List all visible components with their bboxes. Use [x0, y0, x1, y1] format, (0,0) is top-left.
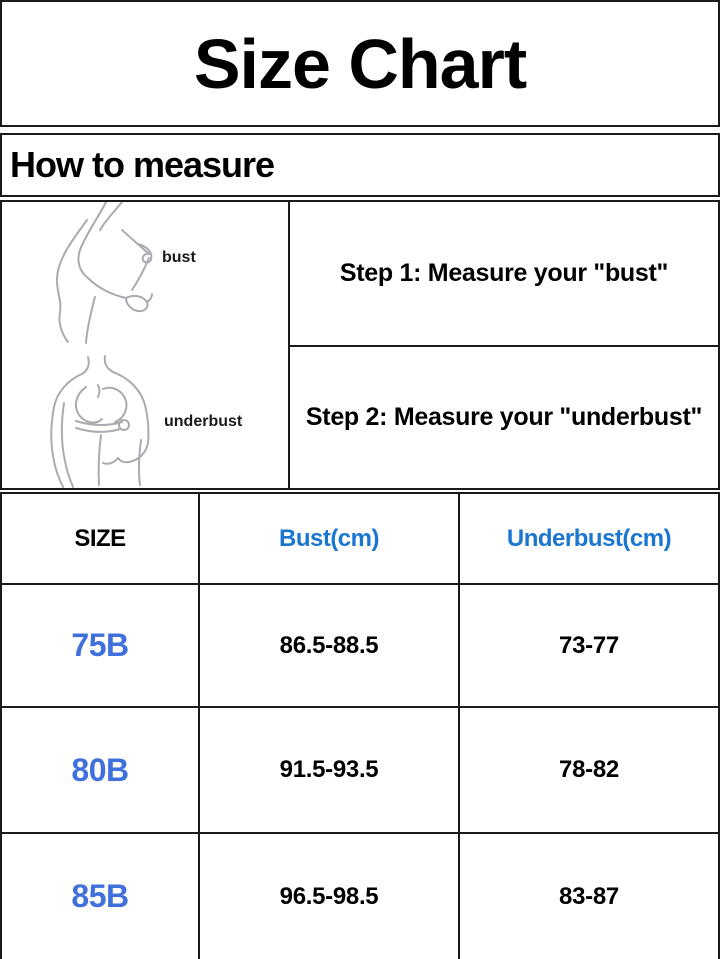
- row-80b-underbust: 78-82: [460, 708, 718, 834]
- underbust-label: underbust: [164, 413, 243, 430]
- bust-figure-icon: [55, 202, 153, 344]
- underbust-figure-icon: [50, 355, 150, 488]
- bust-measure-illustration: bust: [2, 202, 288, 345]
- row-75b-underbust: 73-77: [460, 585, 718, 708]
- page-title: Size Chart: [193, 24, 527, 103]
- header-size: SIZE: [2, 494, 200, 585]
- how-to-measure-box: How to measure: [0, 133, 720, 197]
- step-1-text: Step 1: Measure your "bust": [290, 202, 718, 347]
- row-75b-bust: 86.5-88.5: [200, 585, 460, 708]
- row-80b-size: 80B: [2, 708, 200, 834]
- row-85b-underbust: 83-87: [559, 882, 619, 910]
- step-2-text: Step 2: Measure your "underbust": [305, 403, 703, 431]
- header-underbust-cm: Underbust(cm): [460, 494, 718, 585]
- measure-illustrations-cell: bust: [2, 202, 290, 488]
- header-bust-cm: Bust(cm): [200, 494, 460, 585]
- size-chart-title-box: Size Chart: [0, 0, 720, 127]
- bust-label: bust: [162, 249, 196, 266]
- row-85b-size: 85B: [2, 834, 200, 959]
- size-table: SIZE Bust(cm) Underbust(cm) 75B 86.5-88.…: [0, 492, 720, 959]
- how-to-measure-heading: How to measure: [10, 144, 275, 185]
- measure-section: bust: [0, 200, 720, 490]
- row-85b-bust: 96.5-98.5: [200, 834, 460, 959]
- row-75b-size: 75B: [2, 585, 200, 708]
- underbust-measure-illustration: underbust: [2, 345, 288, 488]
- row-80b-bust: 91.5-93.5: [200, 708, 460, 834]
